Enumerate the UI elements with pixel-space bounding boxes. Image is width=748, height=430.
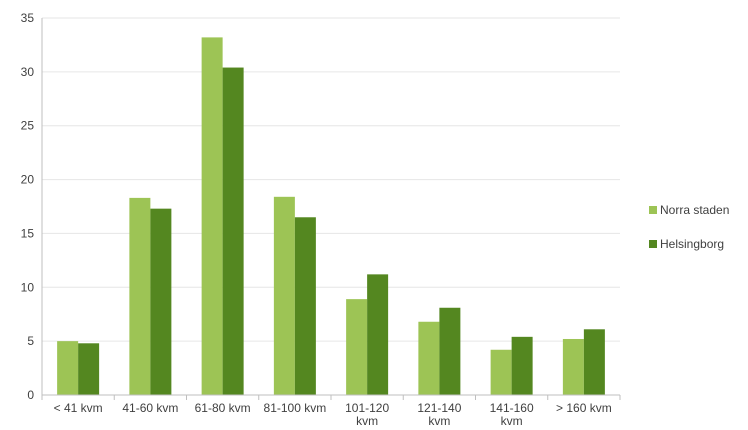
bars [41,37,621,400]
bar-norra-staden [562,338,584,395]
y-tick-label: 20 [21,173,35,187]
legend-swatch-helsingborg [649,240,657,248]
legend-label-norra-staden: Norra staden [660,203,730,217]
legend: Norra staden Helsingborg [649,200,729,268]
bar-norra-staden [273,196,295,395]
bar-norra-staden [201,37,223,395]
bar-norra-staden [418,321,440,395]
x-tick-label: 121-140 kvm [417,401,461,428]
bar-helsingborg [439,307,461,395]
bar-norra-staden [57,341,79,395]
y-tick-label: 0 [27,388,34,402]
y-tick-label: 10 [21,280,35,294]
bar-helsingborg [78,343,100,395]
y-tick-label: 15 [21,226,35,240]
bar-helsingborg [511,336,533,395]
gridlines [42,17,620,342]
legend-item-helsingborg: Helsingborg [649,234,729,254]
bar-helsingborg [294,217,316,395]
x-tick-label: 141-160 kvm [490,401,534,428]
bar-helsingborg [583,329,605,395]
y-tick-label: 35 [21,11,35,25]
x-tick-label: > 160 kvm [556,401,612,415]
bar-norra-staden [490,349,512,395]
x-tick-label: 81-100 kvm [264,401,327,415]
bar-helsingborg [150,208,172,395]
legend-item-norra-staden: Norra staden [649,200,729,220]
bar-norra-staden [346,299,368,395]
bar-helsingborg [367,274,389,395]
bar-helsingborg [222,67,244,395]
x-tick-label: 41-60 kvm [122,401,178,415]
x-tick-label: < 41 kvm [54,401,103,415]
x-tick-label: 101-120 kvm [345,401,389,428]
y-tick-labels: 0 5 10 15 20 25 30 35 [21,11,35,402]
legend-swatch-norra-staden [649,206,657,214]
legend-label-helsingborg: Helsingborg [660,237,725,251]
y-tick-label: 30 [21,65,35,79]
x-tick-labels: < 41 kvm 41-60 kvm 61-80 kvm 81-100 kvm 101-… [54,401,612,428]
y-tick-label: 25 [21,119,35,133]
y-tick-label: 5 [27,334,34,348]
x-tick-label: 61-80 kvm [195,401,251,415]
bar-norra-staden [129,197,151,395]
